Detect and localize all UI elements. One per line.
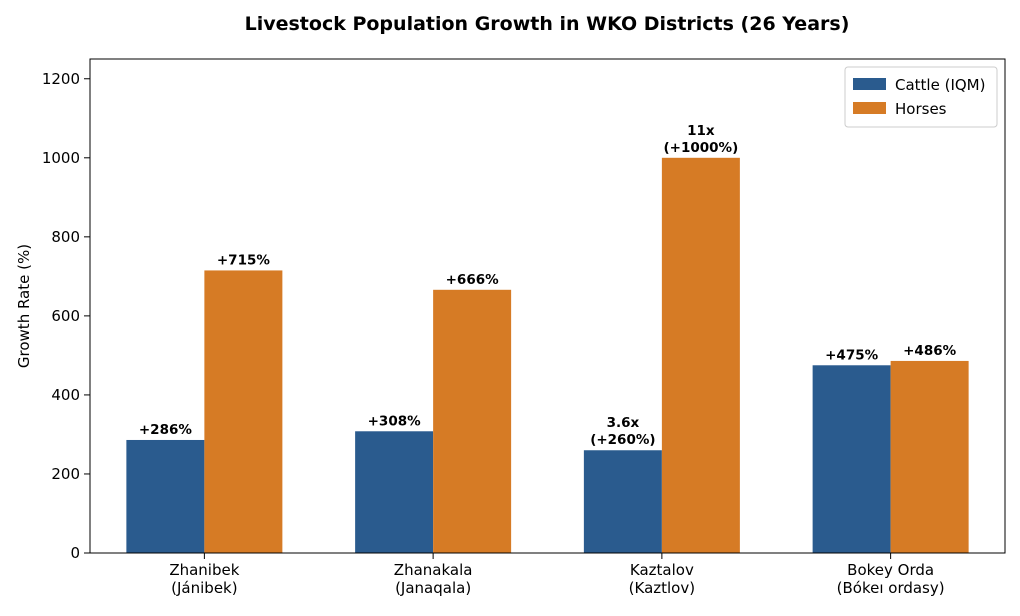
chart-title: Livestock Population Growth in WKO Distr… xyxy=(245,13,850,35)
bar-horses xyxy=(204,270,283,553)
x-tick-label: (Janaqala) xyxy=(395,579,471,597)
x-tick-label: Bokey Orda xyxy=(847,561,934,579)
bar-horses xyxy=(661,157,740,554)
x-tick-label: (Jánibek) xyxy=(171,579,237,597)
bar-cattle xyxy=(126,439,205,553)
legend-swatch xyxy=(853,78,886,90)
legend-label: Cattle (IQM) xyxy=(895,76,985,94)
y-tick-label: 0 xyxy=(70,544,80,562)
y-axis-label: Growth Rate (%) xyxy=(15,244,33,368)
bar-horses xyxy=(433,289,512,553)
bar-cattle xyxy=(812,365,891,553)
data-label: +666% xyxy=(446,272,499,288)
data-label: +715% xyxy=(217,252,270,268)
x-tick-label: (Kaztlov) xyxy=(629,579,695,597)
x-tick-label: Kaztalov xyxy=(630,561,694,579)
data-label: 3.6x xyxy=(607,415,640,431)
legend: Cattle (IQM) Horses xyxy=(844,66,998,128)
plot-area: 0 200 400 600 800 1000 1200 +286% +308% 3.6x(+260… xyxy=(42,58,1006,597)
data-label: +286% xyxy=(139,422,192,438)
plot-frame xyxy=(89,58,1006,554)
data-label: +475% xyxy=(825,347,878,363)
y-tick-label: 400 xyxy=(51,386,80,404)
data-label: (+1000%) xyxy=(663,140,738,156)
data-label: (+260%) xyxy=(590,432,655,448)
y-tick-label: 600 xyxy=(51,307,80,325)
legend-label: Horses xyxy=(895,100,947,118)
bar-horses xyxy=(890,360,969,553)
y-tick-label: 1200 xyxy=(42,70,80,88)
bar-cattle xyxy=(355,431,434,553)
data-label: +308% xyxy=(368,413,421,429)
y-tick-label: 1000 xyxy=(42,149,80,167)
bar-cattle xyxy=(583,450,662,553)
x-tick-label: Zhanibek xyxy=(169,561,239,579)
legend-swatch xyxy=(853,102,886,114)
x-tick-label: (Bókeı ordasy) xyxy=(837,579,945,597)
y-tick-label: 200 xyxy=(51,465,80,483)
data-label: 11x xyxy=(687,123,715,139)
data-label: +486% xyxy=(903,343,956,359)
x-tick-label: Zhanakala xyxy=(394,561,473,579)
y-tick-label: 800 xyxy=(51,228,80,246)
